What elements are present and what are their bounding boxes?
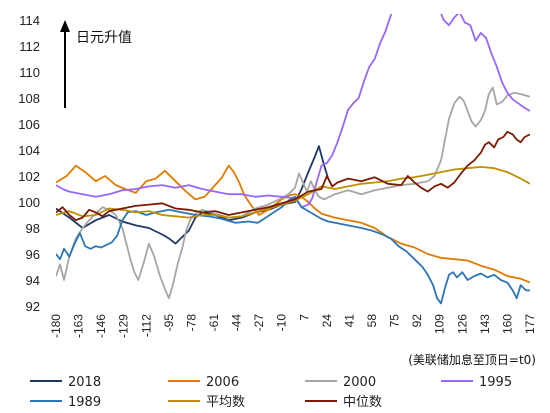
- y-tick-label: 98: [26, 221, 40, 236]
- legend-label: 2000: [343, 375, 376, 390]
- series-line-1995: [56, 14, 530, 209]
- legend: 2018 2006 2000 1995 1989 平均数 中位数: [30, 375, 512, 410]
- legend-label: 中位数: [343, 395, 382, 410]
- series-line-平均数: [56, 166, 530, 219]
- legend-label: 2006: [206, 375, 239, 390]
- x-tick-label: -129: [117, 314, 131, 338]
- x-tick-label: 92: [410, 314, 424, 328]
- y-tick-label: 104: [18, 143, 40, 158]
- x-axis-ticks: -180 -163 -146 -129 -112 -95 -78 -61 -44 -27 -10 7 2…: [49, 314, 537, 338]
- series-line-2006: [56, 164, 530, 284]
- series-lines: [56, 14, 530, 305]
- x-tick-label: -44: [230, 314, 244, 332]
- y-tick-label: 100: [18, 195, 40, 210]
- legend-label: 2018: [68, 375, 101, 390]
- x-tick-label: -163: [72, 314, 86, 338]
- x-tick-label: 143: [478, 314, 492, 334]
- legend-label: 平均数: [206, 395, 245, 410]
- appreciation-annotation: 日元升值: [60, 20, 132, 108]
- y-tick-label: 112: [19, 39, 40, 54]
- x-tick-label: -112: [139, 314, 153, 337]
- x-tick-label: 160: [500, 314, 514, 334]
- y-tick-label: 106: [18, 117, 40, 132]
- x-tick-label: 7: [297, 314, 311, 321]
- y-tick-label: 114: [19, 13, 40, 28]
- x-tick-label: 177: [523, 314, 537, 334]
- annotation-label: 日元升值: [76, 30, 132, 46]
- y-tick-label: 108: [18, 91, 40, 106]
- y-axis-ticks: 92 94 96 98 100 102 104 106 108 110 112 114: [18, 13, 40, 314]
- x-tick-label: 126: [455, 314, 469, 334]
- x-tick-label: -78: [184, 314, 198, 332]
- y-tick-label: 110: [19, 65, 40, 80]
- x-tick-label: -61: [207, 314, 221, 332]
- x-tick-label: -10: [275, 314, 289, 332]
- arrow-head-icon: [60, 20, 70, 32]
- x-tick-label: -146: [94, 314, 108, 338]
- series-line-1989: [56, 195, 530, 305]
- y-tick-label: 92: [26, 299, 40, 314]
- y-tick-label: 96: [26, 247, 40, 262]
- x-tick-label: 24: [320, 314, 334, 328]
- series-line-中位数: [56, 130, 530, 222]
- x-axis-label: (美联储加息至顶日=t0): [408, 352, 536, 367]
- x-tick-label: 75: [388, 314, 402, 328]
- legend-label: 1989: [68, 395, 101, 410]
- x-tick-label: 58: [365, 314, 379, 328]
- y-tick-label: 94: [26, 273, 40, 288]
- legend-label: 1995: [479, 375, 512, 390]
- x-tick-label: 109: [433, 314, 447, 334]
- series-line-2000: [56, 86, 530, 300]
- x-tick-label: 41: [342, 314, 356, 328]
- x-tick-label: -27: [252, 314, 266, 332]
- y-tick-label: 102: [18, 169, 40, 184]
- x-tick-label: -180: [49, 314, 63, 338]
- x-tick-label: -95: [162, 314, 176, 332]
